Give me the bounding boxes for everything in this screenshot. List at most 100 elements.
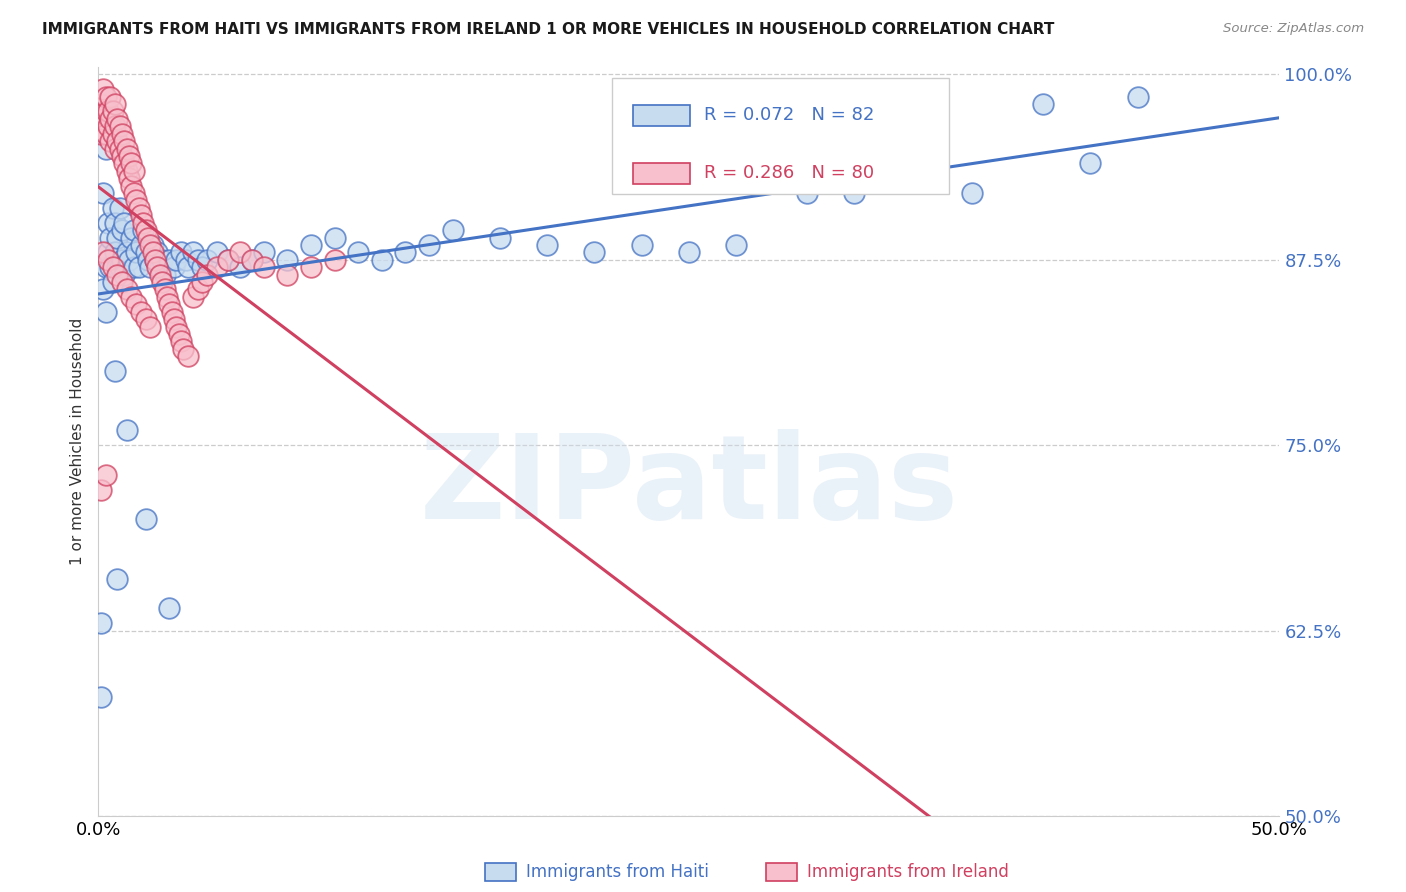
Point [156,290,179,304]
Point [371,252,394,267]
Point [104,120,127,134]
Point [101,201,124,215]
Point [97,120,120,134]
Point [844,186,866,200]
Point [90,127,112,141]
Point [111,223,134,237]
Point [128,260,150,275]
Point [146,260,169,275]
Point [91,283,114,297]
Point [149,268,172,282]
Point [104,97,127,112]
Point [135,223,157,237]
Point [122,260,145,275]
Point [796,186,818,200]
Text: Immigrants from Haiti: Immigrants from Haiti [526,863,709,881]
Point [108,120,131,134]
Point [115,141,138,155]
Point [104,364,127,378]
Point [1032,97,1054,112]
Point [172,342,194,356]
Point [136,230,159,244]
Point [142,245,165,260]
Point [112,134,135,148]
Point [143,252,166,267]
FancyBboxPatch shape [612,78,949,194]
Point [90,616,112,631]
Point [121,230,143,244]
Point [135,245,157,260]
Point [240,252,263,267]
Point [91,112,114,126]
Point [98,230,121,244]
Point [111,275,134,289]
Point [94,89,117,103]
Point [98,89,121,103]
Point [115,245,138,260]
Point [191,260,214,275]
Point [177,260,200,275]
Point [94,304,117,318]
Point [181,290,204,304]
Point [139,238,162,252]
Point [115,424,138,438]
Bar [634,163,690,184]
Point [111,252,134,267]
Point [94,127,117,141]
Point [170,245,193,260]
Point [323,252,346,267]
Point [153,268,176,282]
Point [118,149,141,163]
Point [94,260,117,275]
Point [217,252,239,267]
Point [105,268,128,282]
Bar [634,105,690,126]
Point [276,268,298,282]
Point [187,252,209,267]
Point [229,245,252,260]
Point [98,134,121,148]
Point [125,194,148,208]
Point [418,238,440,252]
Text: Source: ZipAtlas.com: Source: ZipAtlas.com [1223,22,1364,36]
Point [94,467,117,482]
Point [98,260,121,275]
Point [122,186,145,200]
Point [129,304,152,318]
Point [1080,156,1102,170]
Point [97,104,120,119]
Point [139,319,162,334]
Point [205,245,228,260]
Point [121,156,143,170]
Point [111,149,134,163]
Text: IMMIGRANTS FROM HAITI VS IMMIGRANTS FROM IRELAND 1 OR MORE VEHICLES IN HOUSEHOLD: IMMIGRANTS FROM HAITI VS IMMIGRANTS FROM… [42,22,1054,37]
Point [101,127,124,141]
Point [104,141,127,155]
Point [167,326,190,341]
Point [121,178,143,193]
Point [229,260,252,275]
Point [177,349,200,363]
Point [536,238,558,252]
Point [441,223,464,237]
Point [125,245,148,260]
Point [299,260,322,275]
Point [187,283,209,297]
Point [191,275,214,289]
Point [105,112,128,126]
Point [195,268,218,282]
Point [347,245,370,260]
Point [142,238,165,252]
Point [115,283,138,297]
Point [139,260,162,275]
Point [125,297,148,311]
Point [157,297,180,311]
Text: ZIPatlas: ZIPatlas [419,429,959,544]
Point [122,223,145,237]
Point [630,238,652,252]
Point [105,134,128,148]
Point [163,260,186,275]
Point [149,260,172,275]
Point [122,163,145,178]
Point [253,260,276,275]
